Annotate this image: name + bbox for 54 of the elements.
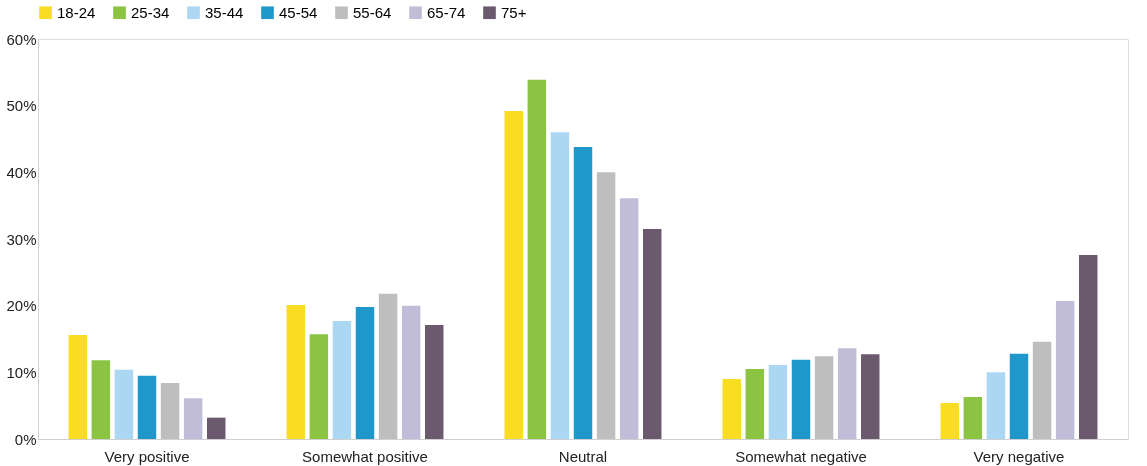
x-tick-label: Very negative: [973, 447, 1065, 465]
bar: [791, 359, 811, 439]
y-tick-label: 20%: [6, 297, 37, 315]
bar: [940, 403, 959, 439]
bar: [183, 398, 203, 439]
bar: [527, 79, 547, 439]
bar: [91, 360, 111, 439]
legend-label: 65-74: [427, 3, 466, 21]
y-tick-label: 10%: [6, 363, 37, 381]
bar: [1055, 301, 1075, 439]
bar: [619, 198, 639, 439]
bar: [207, 417, 226, 439]
bar: [963, 397, 983, 439]
bar: [745, 369, 765, 439]
legend-label: 18-24: [57, 3, 96, 21]
bar: [1032, 341, 1052, 439]
bar: [986, 372, 1006, 439]
y-tick-label: 40%: [6, 163, 37, 181]
bar: [137, 375, 157, 439]
bar: [401, 305, 421, 439]
bar: [68, 335, 87, 439]
y-tick-label: 50%: [6, 97, 37, 115]
bar: [378, 293, 398, 439]
bar: [643, 229, 662, 439]
bar: [596, 172, 616, 439]
bar: [286, 305, 305, 439]
bar: [837, 348, 857, 439]
bar: [114, 369, 134, 439]
bar: [309, 334, 329, 439]
x-tick-label: Somewhat positive: [302, 447, 428, 465]
bar: [504, 111, 523, 439]
bar: [573, 147, 593, 439]
bar: [425, 325, 444, 439]
bar: [332, 321, 352, 439]
legend-label: 75+: [501, 3, 527, 21]
bar: [814, 356, 834, 439]
x-tick-label: Neutral: [558, 447, 608, 465]
bar: [861, 354, 880, 439]
x-tick-label: Very positive: [104, 447, 190, 465]
bar: [355, 307, 375, 439]
legend-label: 35-44: [205, 3, 244, 21]
legend-label: 45-54: [279, 3, 318, 21]
bar: [768, 365, 788, 439]
legend-label: 55-64: [353, 3, 392, 21]
legend-label: 25-34: [131, 3, 170, 21]
x-tick-label: Somewhat negative: [735, 447, 867, 465]
bar: [1079, 255, 1098, 439]
bar: [722, 379, 741, 439]
bar: [1009, 353, 1029, 439]
y-tick-label: 0%: [14, 430, 37, 448]
y-tick-label: 30%: [6, 230, 37, 248]
bar: [160, 383, 180, 439]
y-tick-label: 60%: [6, 30, 37, 48]
bar: [550, 132, 570, 439]
